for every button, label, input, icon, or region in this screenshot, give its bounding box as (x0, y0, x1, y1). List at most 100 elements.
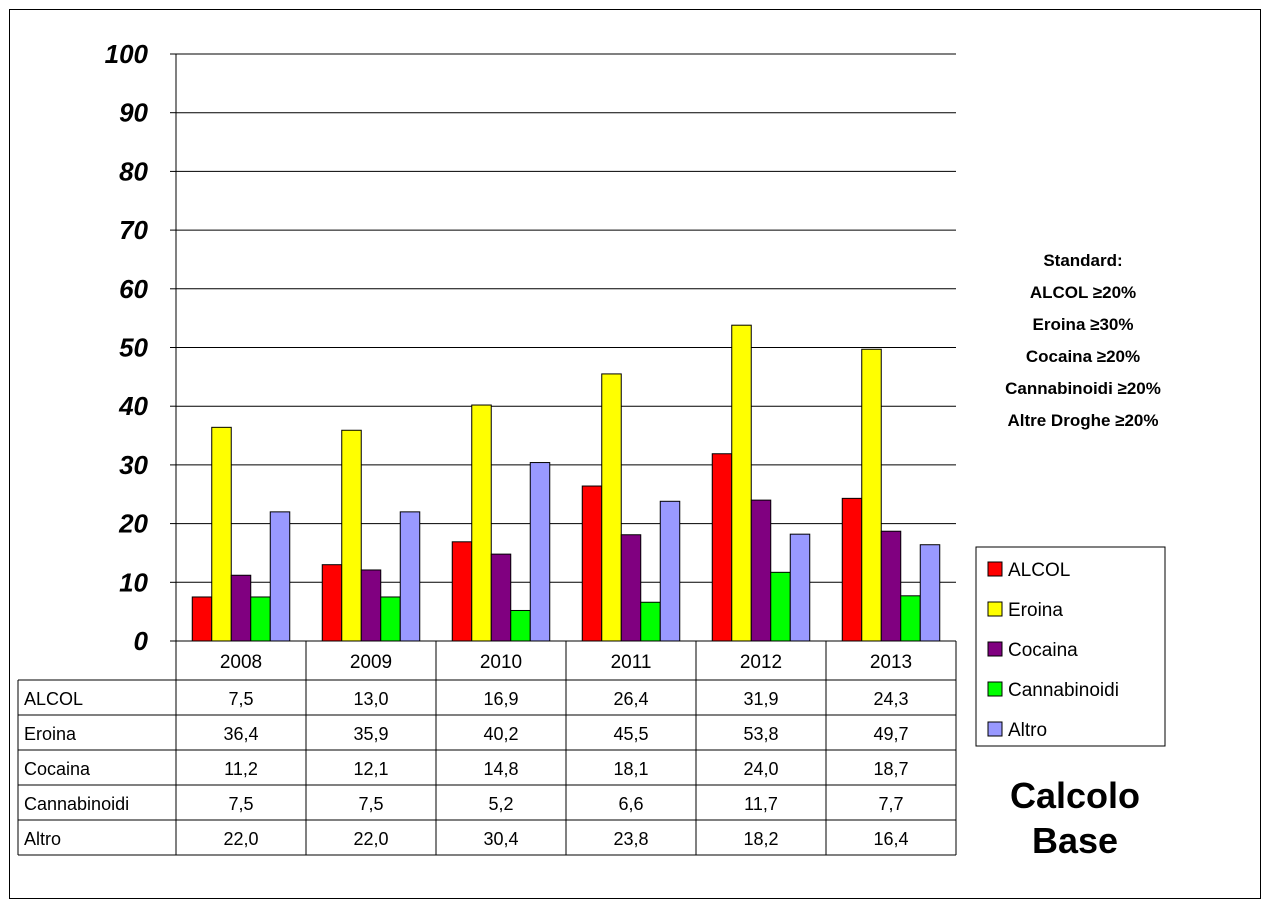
legend-label: Cocaina (1008, 640, 1078, 661)
legend-box (975, 546, 1166, 747)
table-cell: 24,3 (873, 689, 908, 709)
table-row-label: Altro (24, 829, 61, 849)
bar-cocaina-2009 (360, 569, 382, 642)
table-row-label: Cannabinoidi (24, 794, 129, 814)
table-cell: 18,7 (873, 759, 908, 779)
table-cell: 11,2 (224, 759, 258, 779)
table-cell: 12,1 (353, 759, 388, 779)
category-label: 2008 (220, 652, 262, 673)
data-table: 2008 2009 2010 2011 2012 2013 ALCOL 7,5 13,0 16,9… (17, 640, 957, 856)
legend-label: ALCOL (1008, 560, 1070, 581)
legend-swatch (987, 681, 1003, 697)
category-label: 2010 (480, 652, 522, 673)
legend-label: Eroina (1008, 600, 1063, 621)
table-cell: 26,4 (613, 689, 648, 709)
table-cell: 7,5 (228, 794, 253, 814)
bar-alcol-2010 (451, 541, 473, 642)
table-cell: 40,2 (483, 724, 518, 744)
y-tick-label: 80 (119, 156, 148, 186)
bar-alcol-2009 (321, 564, 343, 642)
table-cell: 7,5 (228, 689, 253, 709)
table-cell: 13,0 (353, 689, 388, 709)
bar-cannabinoidi-2011 (640, 601, 661, 642)
category-label: 2011 (611, 652, 652, 673)
bar-altro-2013 (919, 544, 941, 642)
y-tick-label: 0 (134, 626, 149, 656)
table-cell: 14,8 (483, 759, 518, 779)
table-cell: 18,1 (613, 759, 648, 779)
bar-cannabinoidi-2013 (900, 595, 921, 642)
bar-eroina-2013 (861, 348, 882, 642)
bar-cocaina-2008 (230, 574, 252, 642)
table-cell: 7,5 (358, 794, 383, 814)
table-cell: 31,9 (743, 689, 778, 709)
bar-eroina-2011 (601, 373, 622, 642)
table-cell: 24,0 (743, 759, 778, 779)
table-cell: 16,4 (873, 829, 908, 849)
table-cell: 16,9 (483, 689, 518, 709)
legend-label: Altro (1008, 720, 1047, 741)
y-tick-label: 20 (118, 509, 148, 539)
bar-altro-2012 (789, 533, 811, 642)
standard-line: Cannabinoidi ≥20% (1005, 379, 1161, 398)
bar-eroina-2010 (471, 404, 492, 642)
standard-line: Eroina ≥30% (1033, 315, 1134, 334)
bar-alcol-2013 (841, 497, 863, 642)
table-cell: 49,7 (873, 724, 908, 744)
standard-annotation: Standard: ALCOL ≥20% Eroina ≥30% Cocaina… (1005, 251, 1161, 430)
table-cell: 36,4 (223, 724, 258, 744)
bar-cannabinoidi-2010 (510, 609, 531, 642)
table-cell: 6,6 (618, 794, 643, 814)
y-tick-label: 70 (119, 215, 148, 245)
table-row-label: Cocaina (24, 759, 91, 779)
bar-cannabinoidi-2009 (380, 596, 401, 642)
category-label: 2012 (740, 652, 782, 673)
table-cell: 11,7 (744, 794, 778, 814)
category-label: 2013 (870, 652, 912, 673)
y-tick-label: 30 (119, 450, 148, 480)
legend-swatch (987, 601, 1003, 617)
bar-cocaina-2011 (620, 534, 642, 642)
calc-line: Base (1032, 820, 1118, 861)
standard-line: Altre Droghe ≥20% (1007, 411, 1158, 430)
legend: ALCOL Eroina Cocaina Cannabinoidi Altro (975, 546, 1166, 747)
bar-alcol-2012 (711, 453, 733, 642)
legend-swatch (987, 561, 1003, 577)
legend-swatch (987, 641, 1003, 657)
standard-line: Cocaina ≥20% (1026, 347, 1140, 366)
table-cell: 30,4 (483, 829, 518, 849)
y-tick-label: 90 (119, 98, 148, 128)
bars (191, 324, 941, 642)
table-cell: 35,9 (353, 724, 388, 744)
table-row-label: Eroina (24, 724, 77, 744)
table-cell: 23,8 (613, 829, 648, 849)
bar-cocaina-2012 (750, 499, 772, 642)
table-cell: 22,0 (353, 829, 388, 849)
standard-line: Standard: (1043, 251, 1122, 270)
calc-line: Calcolo (1010, 775, 1140, 816)
calc-annotation: Calcolo Base (1010, 775, 1140, 861)
y-tick-label: 50 (119, 333, 148, 363)
bar-altro-2009 (399, 511, 421, 642)
y-tick-label: 100 (105, 39, 149, 69)
table-cell: 22,0 (223, 829, 258, 849)
y-tick-label: 60 (119, 274, 148, 304)
standard-line: ALCOL ≥20% (1030, 283, 1136, 302)
legend-label: Cannabinoidi (1008, 680, 1119, 701)
y-tick-label: 10 (119, 567, 148, 597)
bar-cannabinoidi-2008 (250, 596, 271, 642)
bar-alcol-2008 (191, 596, 213, 642)
bar-eroina-2008 (211, 426, 232, 642)
bar-cocaina-2013 (880, 530, 902, 642)
bar-altro-2011 (659, 500, 681, 642)
bar-eroina-2009 (341, 429, 362, 642)
bar-altro-2010 (529, 462, 551, 642)
bar-cannabinoidi-2012 (770, 571, 791, 642)
table-row-label: ALCOL (24, 689, 83, 709)
bar-altro-2008 (269, 511, 291, 642)
table-cell: 5,2 (488, 794, 513, 814)
bar-cocaina-2010 (490, 553, 512, 642)
table-cell: 45,5 (613, 724, 648, 744)
table-cell: 7,7 (878, 794, 903, 814)
